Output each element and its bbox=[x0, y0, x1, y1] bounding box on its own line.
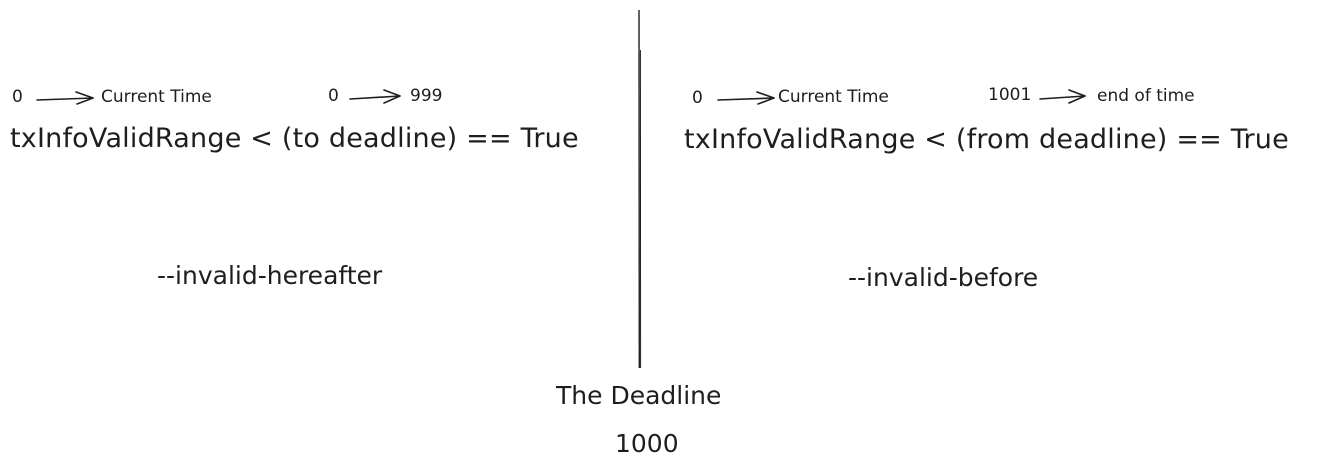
right-range-b-start: 1001 bbox=[988, 85, 1032, 105]
left-range-a-arrow bbox=[36, 91, 94, 105]
right-range-b-end: end of time bbox=[1097, 86, 1195, 106]
right-range-b-arrow bbox=[1039, 89, 1086, 104]
deadline-value: 1000 bbox=[615, 429, 679, 458]
deadline-divider bbox=[638, 9, 642, 369]
left-range-b-start: 0 bbox=[328, 86, 339, 106]
left-expression: txInfoValidRange < (to deadline) == True bbox=[10, 123, 579, 154]
deadline-title: The Deadline bbox=[556, 381, 722, 410]
right-range-a-arrow bbox=[717, 91, 775, 105]
right-expression: txInfoValidRange < (from deadline) == Tr… bbox=[684, 124, 1289, 155]
left-range-b-end: 999 bbox=[410, 86, 443, 106]
left-range-a-end: Current Time bbox=[101, 87, 212, 107]
left-range-a-start: 0 bbox=[12, 87, 23, 107]
right-range-a-start: 0 bbox=[692, 88, 703, 108]
right-range-a-end: Current Time bbox=[778, 87, 889, 107]
left-range-b-arrow bbox=[349, 89, 401, 104]
right-flag: --invalid-before bbox=[848, 263, 1039, 292]
left-flag: --invalid-hereafter bbox=[157, 261, 383, 290]
